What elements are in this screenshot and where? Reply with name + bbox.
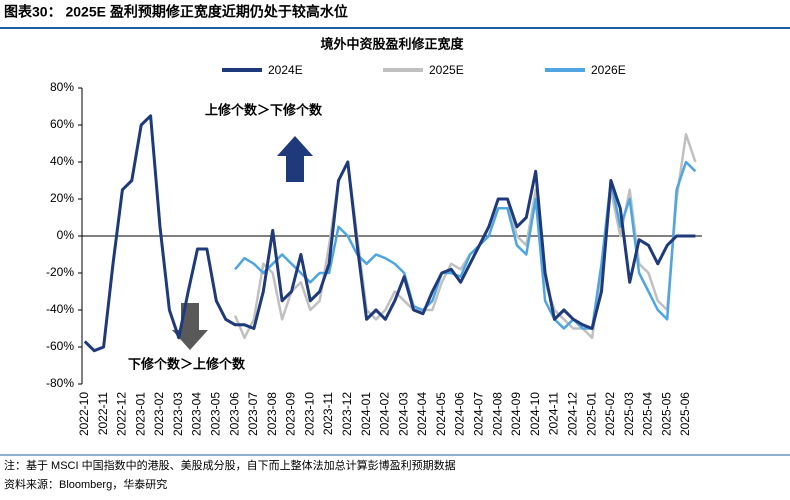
x-tick-label: 2025-01 — [584, 392, 598, 436]
chart-title: 境外中资股盈利修正宽度 — [320, 36, 464, 51]
y-tick-label: 0% — [57, 228, 75, 242]
y-tick-label: 40% — [50, 154, 74, 168]
legend-label: 2025E — [429, 63, 464, 77]
x-tick-label: 2022-10 — [77, 392, 91, 436]
legend-label: 2026E — [591, 63, 626, 77]
x-tick-label: 2023-07 — [246, 392, 260, 436]
x-tick-label: 2024-07 — [472, 392, 486, 436]
source: 资料来源：Bloomberg，华泰研究 — [4, 477, 167, 491]
x-tick-label: 2024-11 — [547, 392, 561, 435]
x-tick-label: 2023-06 — [227, 392, 241, 436]
x-tick-label: 2023-12 — [340, 392, 354, 436]
annotation: 上修个数＞下修个数 — [205, 102, 323, 117]
down-arrow — [172, 303, 208, 350]
x-tick-label: 2022-11 — [96, 392, 110, 435]
x-tick-label: 2023-01 — [133, 392, 147, 436]
x-tick-label: 2023-10 — [302, 392, 316, 436]
x-tick-label: 2023-08 — [265, 392, 279, 436]
x-tick-label: 2024-04 — [415, 392, 429, 436]
x-tick-label: 2024-03 — [396, 392, 410, 436]
legend-label: 2024E — [268, 63, 303, 77]
x-tick-label: 2023-11 — [321, 392, 335, 435]
x-tick-label: 2022-12 — [115, 392, 129, 436]
x-tick-label: 2023-04 — [190, 392, 204, 436]
x-tick-label: 2023-09 — [284, 392, 298, 436]
footnote: 注：基于 MSCI 中国指数中的港股、美股成分股，自下而上整体法加总计算彭博盈利… — [4, 458, 456, 472]
x-tick-label: 2025-05 — [659, 392, 673, 436]
x-tick-label: 2023-02 — [152, 392, 166, 436]
figure-title: 图表30： 2025E 盈利预期修正宽度近期仍处于较高水位 — [4, 4, 348, 20]
y-tick-label: -60% — [46, 339, 74, 353]
x-tick-label: 2024-06 — [453, 392, 467, 436]
x-tick-label: 2025-03 — [622, 392, 636, 436]
annotation: 下修个数＞上修个数 — [128, 356, 246, 371]
y-tick-label: 80% — [50, 80, 74, 94]
y-tick-label: -40% — [46, 302, 74, 316]
x-tick-label: 2024-05 — [434, 392, 448, 436]
x-tick-label: 2025-06 — [678, 392, 692, 436]
series-line — [234, 160, 697, 330]
up-arrow — [277, 136, 313, 182]
x-tick-label: 2023-05 — [209, 392, 223, 436]
x-tick-label: 2024-10 — [528, 392, 542, 436]
series-line — [83, 114, 696, 353]
series-line — [233, 133, 697, 340]
x-tick-label: 2024-08 — [490, 392, 504, 436]
y-tick-label: 60% — [50, 117, 74, 131]
y-tick-label: 20% — [50, 191, 74, 205]
x-tick-label: 2025-02 — [603, 392, 617, 436]
x-tick-label: 2024-02 — [378, 392, 392, 436]
x-tick-label: 2023-03 — [171, 392, 185, 436]
y-tick-label: -80% — [46, 376, 74, 390]
x-tick-label: 2024-12 — [565, 392, 579, 436]
x-tick-label: 2024-01 — [359, 392, 373, 436]
x-tick-label: 2024-09 — [509, 392, 523, 436]
y-tick-label: -20% — [46, 265, 74, 279]
x-tick-label: 2025-04 — [641, 392, 655, 436]
